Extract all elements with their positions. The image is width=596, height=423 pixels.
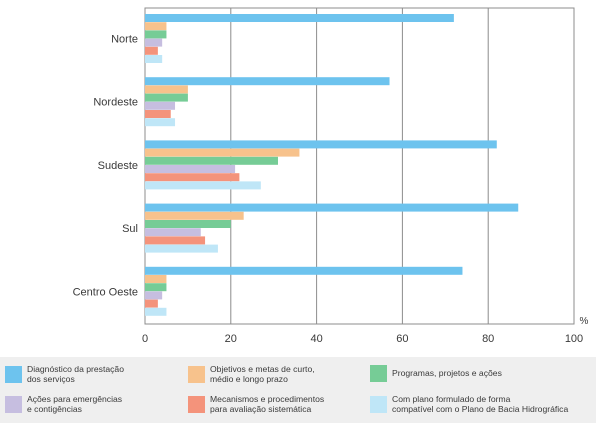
bar-4 — [145, 291, 163, 300]
bar-5 — [145, 236, 206, 245]
category-label: Nordeste — [93, 97, 138, 109]
legend-swatch — [5, 396, 22, 413]
bar-1 — [145, 77, 390, 86]
bar-1 — [145, 266, 463, 275]
bars — [145, 14, 519, 316]
bar-6 — [145, 55, 163, 63]
legend-swatch — [370, 365, 387, 382]
bar-2 — [145, 148, 300, 157]
bar-3 — [145, 30, 167, 39]
bar-6 — [145, 307, 167, 316]
bar-2 — [145, 275, 167, 283]
category-label: Centro Oeste — [73, 286, 138, 298]
legend-label: Objetivos e metas de curto, médio e long… — [210, 364, 315, 384]
bar-4 — [145, 38, 163, 47]
bar-1 — [145, 14, 454, 22]
legend-item: Com plano formulado de forma compatível … — [370, 394, 569, 414]
bar-6 — [145, 181, 261, 190]
x-tick-label: 60 — [396, 333, 408, 345]
bar-3 — [145, 220, 231, 228]
legend-item: Ações para emergências e contigências — [5, 394, 123, 414]
x-tick-label: 20 — [225, 333, 237, 345]
legend-swatch — [188, 396, 205, 413]
legend-label: Com plano formulado de forma compatível … — [392, 394, 569, 414]
x-tick-label: 80 — [482, 333, 494, 345]
bar-1 — [145, 140, 497, 149]
bar-4 — [145, 101, 176, 110]
legend-item: Mecanismos e procedimentos para avaliaçã… — [188, 394, 325, 414]
legend-swatch — [5, 366, 22, 383]
category-label: Sul — [122, 223, 138, 235]
bar-2 — [145, 22, 167, 31]
x-tick-label: 0 — [142, 333, 148, 345]
legend-label: Ações para emergências e contigências — [27, 394, 123, 414]
axis-labels: 0 20 40 60 80 100% Norte Nordeste Sudeste Sul Cent… — [73, 34, 589, 346]
bar-6 — [145, 118, 176, 127]
legend-label: Mecanismos e procedimentos para avaliaçã… — [210, 394, 325, 414]
bar-4 — [145, 165, 236, 173]
bar-3 — [145, 283, 167, 292]
bar-3 — [145, 93, 188, 102]
bar-1 — [145, 203, 519, 212]
bar-chart: 0 20 40 60 80 100% Norte Nordeste Sudeste Sul Cent… — [73, 7, 589, 346]
bar-4 — [145, 228, 201, 237]
legend-item: Objetivos e metas de curto, médio e long… — [188, 364, 315, 384]
bar-3 — [145, 156, 278, 165]
legend-label: Programas, projetos e ações — [392, 367, 502, 378]
bar-5 — [145, 173, 240, 182]
x-tick-label: 100 — [565, 333, 583, 345]
category-label: Norte — [111, 34, 138, 46]
bar-5 — [145, 46, 158, 55]
x-axis-unit-label: % — [580, 316, 589, 327]
legend-item: Diagnóstico da prestação dos serviços — [5, 364, 124, 384]
legend-label: Diagnóstico da prestação dos serviços — [27, 364, 124, 384]
x-tick-label: 40 — [310, 333, 322, 345]
legend-swatch — [370, 396, 387, 413]
bar-2 — [145, 211, 244, 220]
legend: Diagnóstico da prestação dos serviços Obj… — [0, 357, 596, 423]
legend-swatch — [188, 366, 205, 383]
bar-2 — [145, 85, 188, 94]
category-label: Sudeste — [98, 160, 138, 172]
bar-5 — [145, 110, 171, 118]
bar-5 — [145, 299, 158, 308]
legend-item: Programas, projetos e ações — [370, 365, 502, 382]
bar-6 — [145, 244, 218, 253]
